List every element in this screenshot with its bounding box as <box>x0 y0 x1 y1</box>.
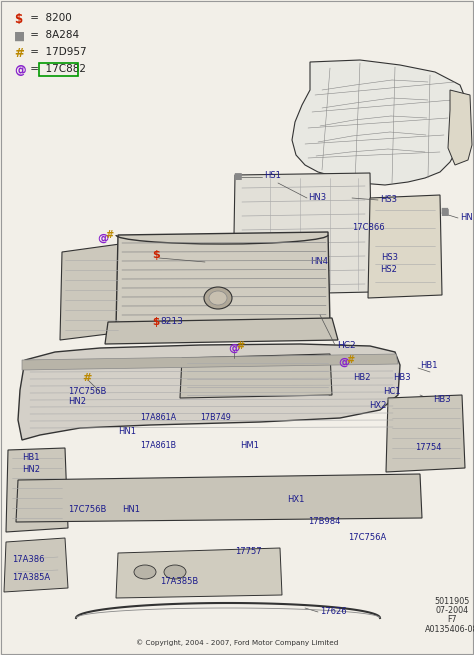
Text: 17754: 17754 <box>415 443 441 453</box>
Text: 17C756A: 17C756A <box>348 534 386 542</box>
Text: HC2: HC2 <box>337 341 356 350</box>
Polygon shape <box>60 244 124 340</box>
Polygon shape <box>116 548 282 598</box>
Polygon shape <box>18 344 400 440</box>
Polygon shape <box>16 474 422 522</box>
Text: 17A385A: 17A385A <box>12 574 50 582</box>
Polygon shape <box>116 232 330 328</box>
Text: ■: ■ <box>440 208 448 217</box>
Text: #: # <box>105 230 113 240</box>
Text: 17757: 17757 <box>235 548 262 557</box>
Text: HS2: HS2 <box>380 265 397 274</box>
Text: 17B984: 17B984 <box>308 517 340 527</box>
Text: 17B749: 17B749 <box>200 413 231 422</box>
Text: 8213: 8213 <box>160 318 183 326</box>
Text: $: $ <box>152 317 159 327</box>
Text: 17C756B: 17C756B <box>68 388 106 396</box>
Text: HS1: HS1 <box>264 170 281 179</box>
Polygon shape <box>4 538 68 592</box>
Text: HX2: HX2 <box>369 402 386 411</box>
Polygon shape <box>386 395 465 472</box>
Text: 17C756B: 17C756B <box>68 506 106 514</box>
Text: ■: ■ <box>14 30 25 43</box>
Text: 17C866: 17C866 <box>352 223 384 233</box>
Ellipse shape <box>204 287 232 309</box>
Text: @: @ <box>228 343 239 353</box>
Polygon shape <box>180 354 332 398</box>
Polygon shape <box>292 60 468 185</box>
Text: 17A861A: 17A861A <box>140 413 176 422</box>
Text: 17A385B: 17A385B <box>160 578 198 586</box>
Text: 17A861B: 17A861B <box>140 441 176 449</box>
Text: ■: ■ <box>440 206 448 214</box>
Text: HX1: HX1 <box>287 495 304 504</box>
Text: =  17D957: = 17D957 <box>27 47 87 57</box>
Text: HS3: HS3 <box>381 253 398 263</box>
Text: 5011905: 5011905 <box>434 597 470 605</box>
Text: =  17C882: = 17C882 <box>27 64 86 74</box>
Text: © Copyright, 2004 - 2007, Ford Motor Company Limited: © Copyright, 2004 - 2007, Ford Motor Com… <box>136 640 338 646</box>
Text: ■: ■ <box>233 172 241 181</box>
Text: $: $ <box>152 250 160 260</box>
Ellipse shape <box>164 565 186 579</box>
Text: HN3: HN3 <box>308 193 326 202</box>
Text: 07-2004: 07-2004 <box>436 606 469 615</box>
Text: 17626: 17626 <box>320 607 346 616</box>
Ellipse shape <box>134 565 156 579</box>
Polygon shape <box>448 90 472 165</box>
Text: HN1: HN1 <box>122 506 140 514</box>
Text: HN2: HN2 <box>68 398 86 407</box>
Text: #: # <box>346 355 354 365</box>
Text: @: @ <box>14 64 26 77</box>
Text: HB2: HB2 <box>353 373 371 381</box>
Text: HN2: HN2 <box>22 466 40 474</box>
Text: $: $ <box>14 13 22 26</box>
Text: HN1: HN1 <box>118 428 136 436</box>
Text: HN5: HN5 <box>460 214 474 223</box>
Polygon shape <box>233 173 372 295</box>
Text: =  8200: = 8200 <box>27 13 72 23</box>
Text: HB3: HB3 <box>393 373 410 383</box>
Polygon shape <box>105 318 338 344</box>
Text: @: @ <box>97 233 108 243</box>
Text: HB3: HB3 <box>433 396 451 405</box>
Text: 17A386: 17A386 <box>12 555 45 565</box>
Text: A0135406-08: A0135406-08 <box>425 625 474 634</box>
Ellipse shape <box>209 291 227 305</box>
Text: HC1: HC1 <box>383 386 401 396</box>
Text: F7: F7 <box>447 616 457 624</box>
Polygon shape <box>22 354 398 370</box>
Text: #: # <box>236 341 244 351</box>
Text: @: @ <box>338 357 349 367</box>
Polygon shape <box>6 448 68 532</box>
Polygon shape <box>368 195 442 298</box>
Text: HN4: HN4 <box>310 257 328 267</box>
Text: HS3: HS3 <box>380 195 397 204</box>
Text: ■: ■ <box>233 172 241 181</box>
Text: #: # <box>82 373 91 383</box>
Text: HB1: HB1 <box>22 453 39 462</box>
Text: HB1: HB1 <box>420 362 438 371</box>
Text: #: # <box>14 47 24 60</box>
Text: =  8A284: = 8A284 <box>27 30 79 40</box>
Text: HM1: HM1 <box>240 441 259 451</box>
